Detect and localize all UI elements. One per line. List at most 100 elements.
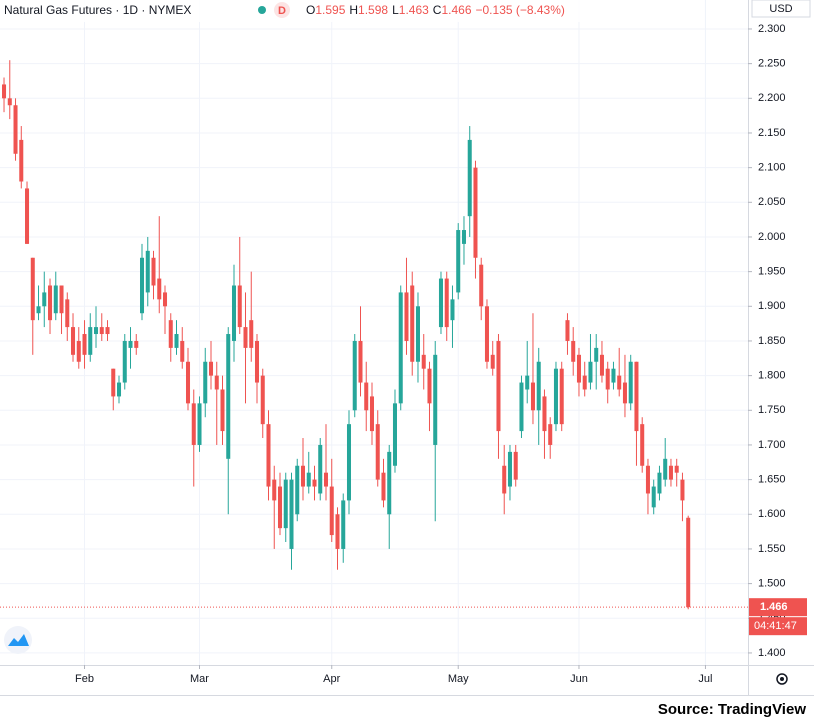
candle-body <box>19 139 24 182</box>
x-tick-label: Jun <box>570 673 588 685</box>
y-tick-label: 1.700 <box>758 439 786 451</box>
badge-bg <box>274 2 290 18</box>
logo-mark[interactable] <box>8 634 29 646</box>
candle-body <box>300 465 306 487</box>
candle-body <box>467 139 472 217</box>
candle-body <box>427 368 432 404</box>
candle-body <box>237 285 242 328</box>
candle-body <box>318 444 323 494</box>
candle-body <box>611 368 616 383</box>
candle-body <box>599 354 604 376</box>
candle-body <box>513 451 518 480</box>
candle-body <box>594 347 599 362</box>
candle-body <box>484 306 489 362</box>
ohlc-label: C <box>433 3 442 17</box>
source: Source: TradingView <box>658 701 806 718</box>
candle-body <box>329 486 334 536</box>
ohlc-label: L <box>392 3 399 17</box>
candle-body <box>387 451 392 515</box>
gear[interactable] <box>776 673 788 685</box>
candle-body <box>657 472 662 494</box>
x-tick-label: Apr <box>323 673 340 685</box>
candle-body <box>346 424 352 501</box>
candle-body <box>640 424 645 466</box>
candle-body <box>197 403 202 445</box>
candle-body <box>496 340 501 432</box>
candle-body <box>576 354 581 383</box>
candle-body <box>571 340 576 362</box>
y-tick-label: 2.300 <box>758 23 786 35</box>
candle-body <box>663 458 668 480</box>
candle-body <box>145 250 150 293</box>
gear-center[interactable] <box>780 677 784 681</box>
candle-body <box>59 285 64 314</box>
candle-body <box>134 340 139 348</box>
candle-body <box>13 105 18 154</box>
candle-body <box>686 517 691 608</box>
candle-body <box>99 327 104 335</box>
candle-body <box>88 327 93 355</box>
y-tick-label: 1.500 <box>758 578 786 590</box>
candle-body <box>668 465 673 480</box>
candle-body <box>254 340 260 383</box>
candle-body <box>295 465 300 515</box>
ohlc-line: O1.595 H1.598 L1.463 C1.466 −0.135 (−8.43%) <box>306 3 565 17</box>
candle-body <box>117 382 122 397</box>
candle-body <box>220 389 225 432</box>
candle-body <box>444 278 449 328</box>
candle-body <box>530 382 535 411</box>
legend-bg <box>0 0 600 22</box>
logo[interactable] <box>4 626 32 654</box>
candle-body <box>65 299 70 328</box>
interval-badge: D <box>278 5 286 17</box>
currency[interactable]: USD <box>769 3 792 15</box>
candle-body <box>191 403 196 445</box>
candle-body <box>450 299 455 321</box>
candle-body <box>645 465 650 494</box>
candle-body <box>151 257 156 286</box>
candle-body <box>605 368 610 390</box>
candle-body <box>335 514 340 549</box>
ohlc-label: O <box>306 3 315 17</box>
candle-body <box>582 375 587 390</box>
candle-body <box>375 424 380 480</box>
candle-body <box>111 368 116 397</box>
y-tick-label: 1.950 <box>758 266 786 278</box>
candle-body <box>479 264 484 307</box>
axes: 1.4001.4501.5001.5501.6001.6501.7001.750… <box>0 23 807 685</box>
y-tick-label: 1.600 <box>758 508 786 520</box>
x-tick-label: Jul <box>698 673 712 685</box>
candle-body <box>157 278 162 300</box>
candle-body <box>105 327 110 335</box>
candle-body <box>358 340 363 383</box>
settings-icon[interactable] <box>776 673 788 685</box>
ohlc-value: 1.598 <box>358 3 388 17</box>
y-tick-label: 2.150 <box>758 127 786 139</box>
x-tick-label: Feb <box>75 673 94 685</box>
y-tick-label: 2.050 <box>758 196 786 208</box>
candle-body <box>502 465 507 494</box>
currency-box[interactable] <box>751 0 811 18</box>
candle-body <box>415 306 420 362</box>
candles <box>2 60 691 610</box>
ohlc-label: H <box>349 3 358 17</box>
candle-body <box>174 334 179 348</box>
candle-body <box>266 424 271 487</box>
candle-body <box>53 285 58 314</box>
candle-body <box>381 472 386 501</box>
candle-body <box>7 98 12 106</box>
candle-body <box>260 375 265 425</box>
candle-body <box>548 424 553 445</box>
y-tick-label: 2.250 <box>758 58 786 70</box>
candle-body <box>456 230 461 293</box>
candle-body <box>341 500 346 549</box>
logo-bg[interactable] <box>4 626 32 654</box>
candle-body <box>438 278 443 328</box>
countdown-box <box>749 617 807 636</box>
candle-body <box>214 375 219 390</box>
candle-body <box>122 340 127 383</box>
candle-body <box>312 479 317 487</box>
